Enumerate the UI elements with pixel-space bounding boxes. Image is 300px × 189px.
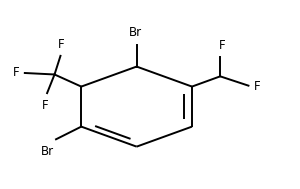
Text: F: F [218,39,225,52]
Text: Br: Br [129,26,142,39]
Text: F: F [254,80,261,93]
Text: F: F [58,38,65,51]
Text: Br: Br [40,145,54,158]
Text: F: F [42,99,49,112]
Text: F: F [13,67,19,80]
